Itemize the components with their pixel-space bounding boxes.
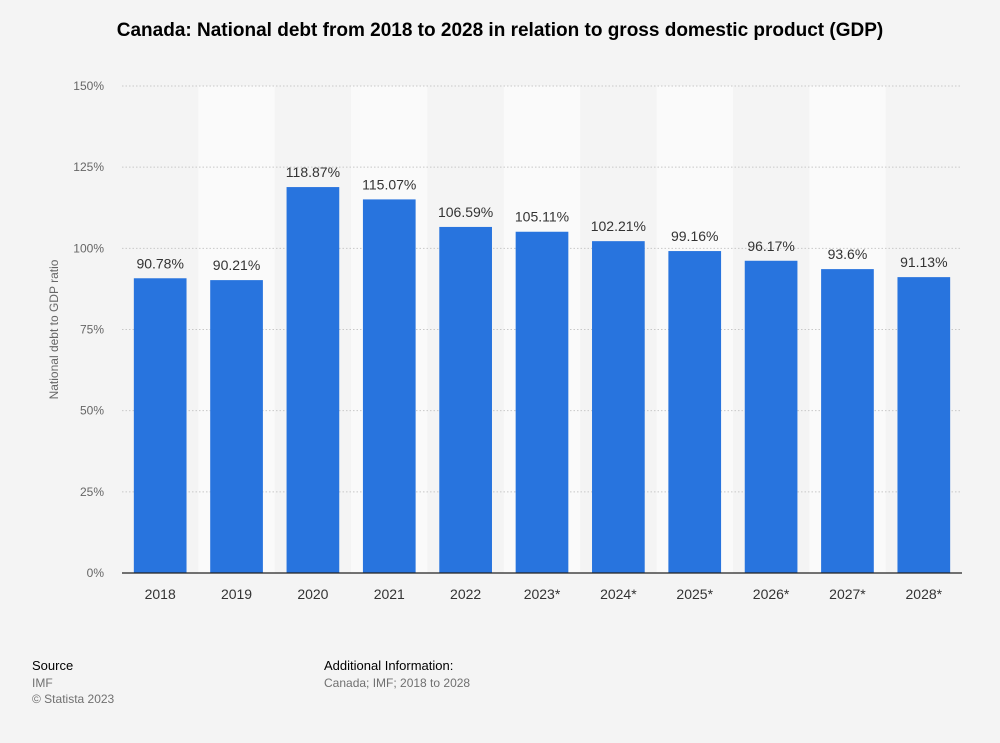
bar-2018[interactable]	[133, 278, 187, 573]
y-tick-label: 100%	[73, 241, 104, 255]
y-tick-label: 50%	[80, 404, 104, 418]
bar-2019[interactable]	[210, 280, 263, 573]
data-label: 91.13%	[900, 254, 947, 270]
bar-2028*[interactable]	[897, 277, 951, 573]
data-label: 93.6%	[828, 246, 868, 262]
data-labels: 90.78% 90.21% 118.87% 115.07% 106.59% 105.11%…	[136, 164, 947, 273]
bar-2021[interactable]	[362, 199, 416, 573]
x-tick-label: 2020	[297, 586, 328, 602]
y-axis-tick-labels: 0% 25% 50% 75% 100% 125% 150%	[73, 79, 104, 580]
x-tick-label: 2023*	[524, 586, 561, 602]
x-tick-label: 2022	[450, 586, 481, 602]
data-label: 96.17%	[747, 238, 794, 254]
source-label: Source	[32, 658, 74, 673]
bar-2024*[interactable]	[592, 241, 645, 573]
data-label: 115.07%	[362, 176, 416, 192]
x-axis-tick-labels: 2018 2019 2020 2021 2022 2023* 2024* 2025* 2026*…	[145, 586, 943, 602]
y-tick-label: 0%	[87, 566, 105, 580]
data-label: 118.87%	[286, 164, 340, 180]
bar-2027*[interactable]	[821, 269, 874, 573]
data-label: 90.21%	[213, 257, 260, 273]
y-tick-label: 25%	[80, 485, 104, 499]
bar-2020[interactable]	[286, 187, 340, 574]
y-tick-label: 150%	[73, 79, 104, 93]
source-value: IMF	[32, 676, 53, 690]
x-tick-label: 2025*	[676, 586, 713, 602]
bar-2025*[interactable]	[668, 251, 722, 573]
bars	[133, 187, 951, 574]
copyright-link[interactable]: © Statista 2023	[32, 692, 115, 706]
chart-title: Canada: National debt from 2018 to 2028 …	[116, 20, 884, 41]
bar-2022[interactable]	[439, 226, 492, 573]
y-axis-title: National debt to GDP ratio	[47, 259, 61, 399]
data-label: 105.11%	[515, 209, 569, 225]
y-tick-label: 125%	[73, 160, 104, 174]
data-label: 90.78%	[136, 255, 183, 271]
bar-2023*[interactable]	[515, 231, 569, 574]
bar-2026*[interactable]	[744, 260, 798, 573]
additional-info-value: Canada; IMF; 2018 to 2028	[324, 676, 471, 690]
y-tick-label: 75%	[80, 323, 104, 337]
data-label: 106.59%	[438, 204, 493, 220]
x-tick-label: 2019	[221, 586, 252, 602]
x-tick-label: 2027*	[829, 586, 866, 602]
x-tick-label: 2028*	[906, 586, 943, 602]
data-label: 102.21%	[591, 218, 646, 234]
x-tick-label: 2018	[145, 586, 176, 602]
x-tick-label: 2024*	[600, 586, 637, 602]
additional-info-label: Additional Information:	[324, 658, 454, 673]
x-tick-label: 2021	[374, 586, 405, 602]
x-tick-label: 2026*	[753, 586, 790, 602]
data-label: 99.16%	[671, 228, 718, 244]
